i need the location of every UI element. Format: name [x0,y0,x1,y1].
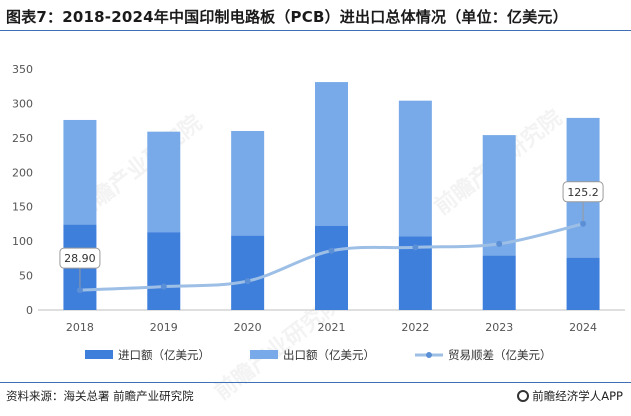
footer-divider [0,382,631,383]
export-bar [147,131,181,233]
x-tick-label: 2022 [401,321,429,334]
export-bar [315,82,348,226]
y-tick-label: 100 [12,235,33,248]
trade-balance-point [160,283,167,290]
y-tick-label: 250 [12,132,33,145]
y-tick-label: 300 [12,97,33,110]
pcb-trade-chart: 0 50 100 150 200 250 300 350 2018 2019 2020 2021 202… [12,63,625,362]
x-tick-label: 2024 [569,321,597,334]
data-label: 125.2 [567,186,599,199]
trade-balance-point [580,220,587,227]
legend-swatch [250,350,278,359]
callout-box [562,181,604,203]
export-bar [482,135,516,256]
y-tick-label: 200 [12,166,33,179]
data-label: 28.90 [64,252,96,265]
trade-balance-point [496,240,503,247]
y-tick-label: 50 [19,270,33,283]
export-bar [398,100,432,237]
y-tick-label: 150 [12,201,33,214]
source-note: 资料来源：海关总署 前瞻产业研究院 [6,389,194,403]
trade-balance-point [412,244,419,251]
x-tick-label: 2019 [150,321,178,334]
title-divider [0,30,631,31]
y-tick-label: 0 [26,304,33,317]
x-tick-label: 2020 [234,321,262,334]
brand-text: 前瞻经济学人APP [532,389,623,403]
import-bar [147,232,181,310]
brand-label: 前瞻经济学人APP [517,388,623,404]
import-bar [315,225,348,310]
y-tick-label: 350 [12,63,33,76]
trade-balance-point [76,287,83,294]
x-tick-label: 2021 [318,321,346,334]
export-bar [231,130,265,236]
chart-title: 图表7：2018-2024年中国印制电路板（PCB）进出口总体情况（单位：亿美元… [6,8,568,26]
import-bar [231,235,265,310]
legend-label: 贸易顺差（亿美元） [448,348,552,362]
legend-marker [426,352,432,358]
x-tick-label: 2018 [66,321,94,334]
import-bar [566,257,600,310]
trade-balance-point [244,278,251,285]
legend-label: 出口额（亿美元） [283,348,375,362]
trade-balance-point [328,247,335,254]
brand-logo-icon [517,390,530,402]
legend-swatch [85,350,113,359]
x-tick-label: 2023 [485,321,513,334]
legend-label: 进口额（亿美元） [118,348,210,362]
import-bar [482,255,516,310]
callout-box [59,247,101,269]
export-bar [63,119,97,225]
